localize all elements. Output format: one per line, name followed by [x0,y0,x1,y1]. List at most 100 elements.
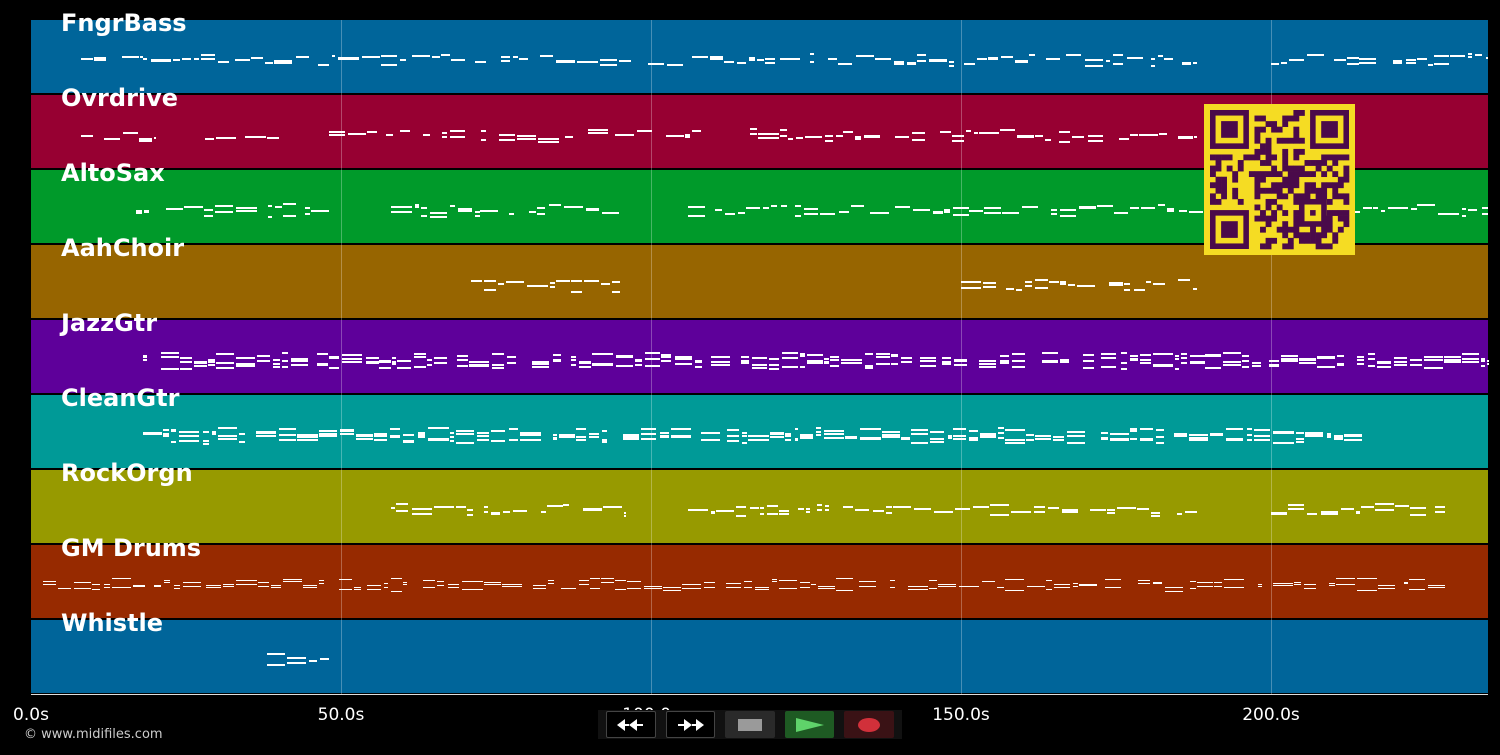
midi-note [799,437,814,440]
midi-note [979,365,997,368]
midi-note [1101,356,1117,359]
midi-note [273,60,293,63]
midi-note [480,209,498,212]
midi-note [1298,358,1317,360]
midi-note [1012,359,1026,362]
midi-note [1174,433,1188,436]
midi-note [710,355,731,358]
midi-note [682,584,701,586]
midi-note [1138,580,1151,582]
midi-note [782,352,799,355]
midi-note [910,432,928,435]
midi-note [236,579,258,581]
midi-note [623,514,627,517]
midi-note [1434,63,1449,66]
midi-note [411,508,433,511]
midi-note [466,513,474,516]
midi-note [587,132,608,135]
midi-note [1334,436,1343,439]
midi-note [855,138,862,141]
midi-note [1061,510,1078,513]
midi-note [780,57,800,60]
midi-note [331,54,336,57]
midi-note [500,59,511,62]
midi-note [391,361,397,364]
midi-note [988,56,999,59]
midi-note [1146,281,1151,284]
midi-note [1462,214,1466,217]
midi-note [953,428,966,431]
midi-note [420,206,428,209]
midi-note [295,56,310,59]
midi-note [518,57,528,60]
midi-note [744,580,753,582]
midi-note [1205,366,1222,369]
fast-forward-button[interactable] [665,711,716,738]
midi-note [1281,61,1287,64]
midi-note [864,366,874,369]
midi-note [952,207,969,210]
midi-note [436,585,445,587]
midi-note [274,205,283,208]
midi-note [588,436,600,439]
stop-button[interactable] [725,711,775,738]
midi-note [980,436,997,439]
midi-note [641,433,657,436]
midi-note [1053,583,1071,585]
midi-note [1409,514,1427,517]
midi-note [614,580,626,582]
midi-note [390,211,412,214]
midi-note [1424,355,1443,358]
midi-note [423,134,430,137]
midi-note [150,58,172,61]
midi-note [785,435,792,438]
midi-note [1329,585,1336,587]
midi-note [310,209,329,212]
midi-note [1356,358,1365,361]
midi-note [1152,283,1166,286]
midi-note [641,427,657,430]
midi-note [415,206,420,209]
midi-note [458,209,473,212]
midi-note [942,360,951,363]
midi-note [1185,511,1197,514]
midi-note [930,440,945,443]
midi-note [1129,438,1138,441]
midi-note [513,509,527,512]
record-button[interactable] [844,711,894,738]
midi-note [483,511,489,514]
midi-note [239,433,245,436]
midi-note [912,139,926,142]
play-button[interactable] [784,711,835,738]
midi-note [1035,135,1043,138]
midi-note [1287,507,1305,510]
midi-note [758,136,779,139]
midi-note [498,133,515,136]
midi-note [283,214,296,217]
midi-note [1113,212,1128,215]
rewind-button[interactable] [606,711,656,738]
midi-note [818,586,836,588]
midi-note [1336,584,1355,586]
midi-note [139,139,152,142]
midi-note [663,589,682,591]
track-name: JazzGtr [61,309,158,337]
midi-note [875,362,890,365]
midi-note [1337,363,1345,366]
midi-note [1317,365,1336,368]
midi-note [93,58,107,61]
midi-note [969,210,983,213]
midi-note [516,138,537,141]
midi-note [780,204,788,207]
grid-line [651,20,652,695]
midi-note [386,133,393,136]
midi-note [180,367,193,370]
midi-note [103,137,120,140]
midi-note [983,286,996,289]
midi-note [164,581,171,583]
midi-note [215,137,236,140]
midi-note [1409,363,1423,366]
midi-note [660,431,669,434]
midi-note [348,133,366,136]
midi-note [1190,581,1196,583]
